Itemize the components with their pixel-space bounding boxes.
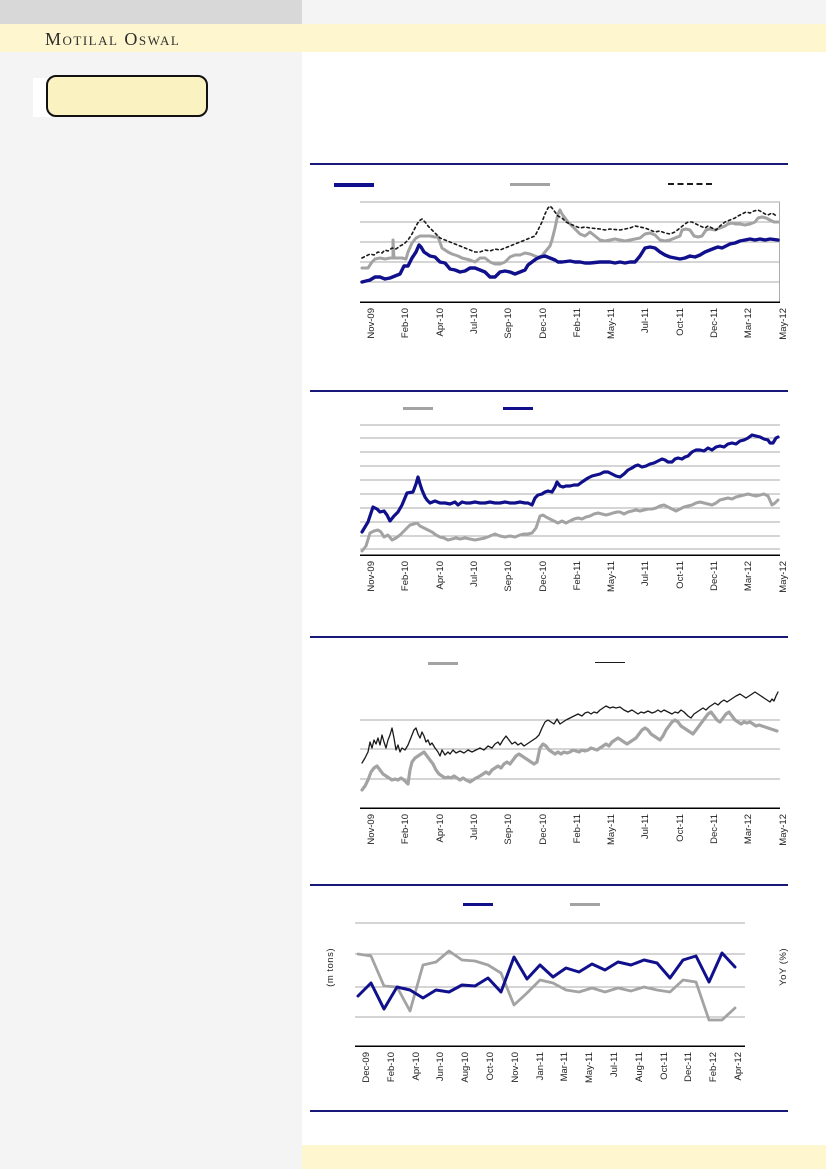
chart-2-plot [360, 424, 780, 556]
chart-1-plot [360, 201, 780, 303]
y-axis-label-right: YoY (%) [766, 948, 789, 1018]
series-line-gray [360, 710, 779, 792]
x-tick-label: Sep-10 [503, 308, 515, 339]
x-tick-label: Oct-11 [674, 308, 686, 336]
x-tick-label: Nov-10 [509, 1052, 521, 1083]
callout-box [46, 75, 208, 117]
x-tick-label: Nov-09 [366, 814, 377, 845]
x-tick-label: Feb-11 [571, 308, 583, 338]
x-tick-label: Jun-10 [435, 1052, 447, 1082]
series-line-dotted-black [361, 205, 779, 259]
x-tick-label: Dec-10 [537, 814, 549, 845]
y-axis-label-left-text: (m tons) [325, 948, 336, 987]
x-tick-label: Sep-10 [503, 814, 515, 845]
x-tick-label: Feb-10 [385, 1052, 397, 1083]
x-tick-label: May-12 [777, 308, 789, 340]
x-tick-label: Jan-11 [534, 1052, 546, 1081]
x-tick-label: Jul-10 [468, 814, 480, 840]
top-bar-left [0, 0, 302, 24]
x-tick-label: May-11 [606, 308, 618, 339]
series-line-navy [360, 237, 780, 284]
x-tick-label: Dec-11 [709, 308, 720, 338]
x-tick-label: Apr-10 [434, 308, 446, 337]
x-tick-label: Oct-10 [485, 1052, 496, 1081]
x-tick-label: Sep-10 [503, 561, 515, 592]
legend-swatch-navy [503, 407, 533, 410]
x-tick-label: Feb-12 [708, 1052, 720, 1083]
x-tick-label: Dec-10 [537, 561, 549, 592]
series-line-navy [360, 433, 780, 534]
chart-4-top-rule [310, 884, 788, 886]
motilal-oswal-logo: Motilal Oswal [45, 29, 181, 49]
x-tick-label: Mar-11 [559, 1052, 571, 1082]
x-tick-label: Mar-12 [743, 561, 755, 592]
x-tick-label: Apr-10 [410, 1052, 422, 1081]
chart-4-plot [355, 922, 745, 1047]
x-tick-label: Dec-11 [683, 1052, 695, 1082]
x-tick-label: Jul-11 [640, 814, 652, 840]
x-tick-label: Oct-11 [658, 1052, 670, 1080]
x-tick-label: Mar-12 [743, 814, 755, 845]
x-tick-label: Feb-10 [400, 814, 412, 845]
legend-swatch-navy [463, 903, 493, 906]
x-tick-label: May-11 [606, 814, 618, 845]
x-tick-label: Aug-10 [460, 1052, 472, 1083]
legend-swatch-dotted-black [668, 183, 712, 185]
x-tick-label: Dec-09 [361, 1052, 372, 1083]
chart-1-top-rule [310, 163, 788, 165]
x-tick-label: Aug-11 [633, 1052, 645, 1082]
x-tick-label: Feb-10 [400, 561, 412, 592]
x-tick-label: Dec-10 [537, 308, 549, 339]
chart-3-top-rule [310, 636, 788, 638]
x-tick-label: Mar-12 [743, 308, 755, 339]
x-tick-label: Jul-11 [640, 561, 652, 587]
legend-swatch-black [595, 662, 625, 663]
x-tick-label: Nov-09 [366, 561, 377, 592]
top-bar-right [302, 0, 826, 24]
footer-rule [310, 1110, 788, 1112]
x-tick-label: Feb-11 [571, 561, 583, 591]
series-line-gray [360, 492, 780, 553]
x-tick-label: Jul-11 [609, 1052, 620, 1078]
x-tick-label: Nov-09 [366, 308, 377, 339]
x-tick-label: Oct-11 [674, 814, 686, 842]
x-tick-label: Apr-10 [434, 561, 446, 590]
series-line-gray [356, 949, 737, 1022]
y-axis-label-left: (m tons) [313, 948, 336, 1018]
x-tick-label: Dec-11 [709, 814, 720, 844]
x-tick-label: Oct-11 [674, 561, 686, 589]
legend-swatch-gray [403, 407, 433, 410]
legend-swatch-gray [570, 903, 600, 906]
x-tick-label: Dec-11 [709, 561, 720, 591]
x-tick-label: Apr-12 [733, 1052, 744, 1081]
y-axis-label-right-text: YoY (%) [778, 948, 789, 986]
series-line-navy [356, 951, 737, 1011]
x-tick-label: May-11 [584, 1052, 596, 1083]
x-tick-label: Jul-10 [468, 308, 480, 334]
x-tick-label: May-12 [777, 561, 789, 593]
x-tick-label: May-12 [777, 814, 789, 846]
x-tick-label: Feb-11 [571, 814, 583, 844]
header-yellow-band [0, 24, 826, 52]
x-tick-label: Feb-10 [400, 308, 412, 339]
footer-yellow-band [302, 1145, 826, 1169]
legend-swatch-navy [334, 183, 374, 187]
legend-swatch-gray [428, 662, 458, 665]
x-tick-label: Jul-10 [468, 561, 480, 587]
chart-2-top-rule [310, 390, 788, 392]
left-sidebar [0, 52, 302, 1169]
series-line-black [361, 691, 779, 764]
legend-swatch-gray [510, 183, 550, 186]
x-tick-label: Apr-10 [434, 814, 446, 843]
x-tick-label: Jul-11 [640, 308, 652, 334]
chart-3-plot [360, 691, 780, 809]
x-tick-label: May-11 [606, 561, 618, 592]
series-line-gray [360, 208, 780, 270]
